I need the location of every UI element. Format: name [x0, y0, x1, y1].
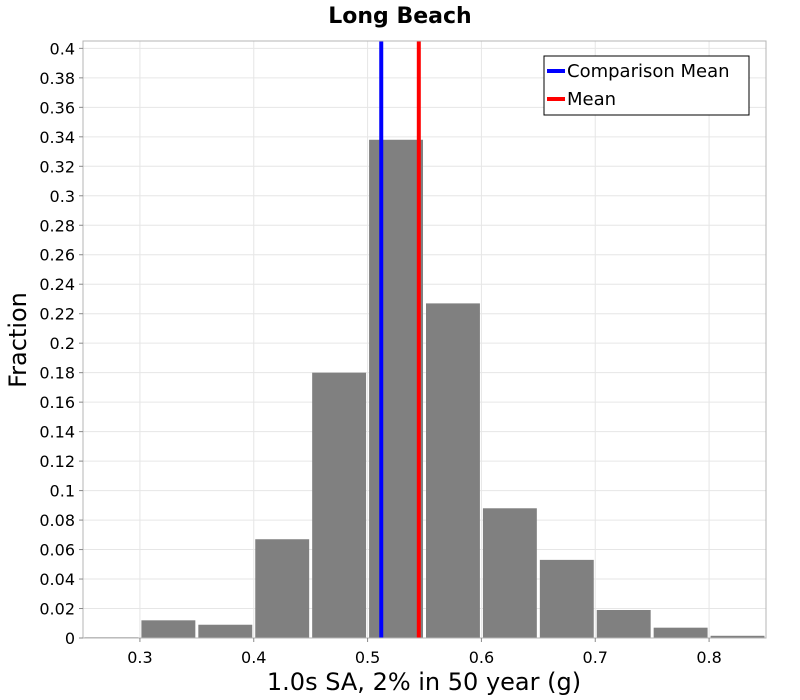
y-tick-label: 0.08 [39, 511, 75, 530]
x-tick-label: 0.3 [127, 648, 152, 667]
histogram-bar [312, 372, 367, 638]
histogram-bar [141, 620, 196, 638]
histogram-bar [369, 139, 423, 638]
plot-frame [82, 40, 767, 639]
histogram-bar [198, 624, 253, 638]
y-tick-label: 0.02 [39, 600, 75, 619]
y-tick-label: 0.34 [39, 128, 75, 147]
y-tick-label: 0.38 [39, 69, 75, 88]
grid-lines [83, 41, 766, 639]
y-tick-label: 0.28 [39, 216, 75, 235]
histogram-bar [710, 635, 765, 638]
x-axis-label: 1.0s SA, 2% in 50 year (g) [267, 668, 581, 696]
y-tick-label: 0.12 [39, 452, 75, 471]
histogram-bar [255, 539, 310, 638]
histogram-bar [426, 303, 480, 638]
chart-title: Long Beach [328, 4, 471, 29]
histogram-bars [84, 139, 765, 638]
y-tick-label: 0.2 [50, 334, 75, 353]
mean-lines [379, 41, 421, 638]
histogram-bar [482, 508, 537, 638]
y-tick-label: 0.1 [50, 482, 75, 501]
y-tick-label: 0.36 [39, 98, 75, 117]
y-tick-label: 0.06 [39, 541, 75, 560]
histogram-bar [653, 627, 708, 638]
y-tick-label: 0.24 [39, 275, 75, 294]
histogram-bar [539, 559, 594, 638]
legend-box [543, 55, 750, 116]
y-tick-label: 0.18 [39, 364, 75, 383]
x-tick-label: 0.7 [583, 648, 608, 667]
x-tick-label: 0.4 [241, 648, 266, 667]
y-axis-ticks: 0 0.02 0.04 0.06 0.08 0.1 0.12 0.14 0.16 0.18 0.2 0… [39, 39, 83, 648]
legend: Comparison Mean Mean [543, 55, 750, 116]
y-tick-label: 0.14 [39, 423, 75, 442]
y-tick-label: 0.22 [39, 305, 75, 324]
x-tick-label: 0.5 [355, 648, 380, 667]
x-tick-label: 0.8 [696, 648, 721, 667]
histogram-bar [596, 609, 651, 638]
y-tick-label: 0.04 [39, 570, 75, 589]
y-tick-label: 0.3 [50, 187, 75, 206]
y-tick-label: 0.32 [39, 157, 75, 176]
legend-label: Comparison Mean [567, 61, 730, 82]
y-tick-label: 0.4 [50, 39, 75, 58]
legend-label: Mean [567, 89, 616, 110]
x-tick-label: 0.6 [469, 648, 494, 667]
y-tick-label: 0 [65, 629, 75, 648]
y-tick-label: 0.16 [39, 393, 75, 412]
y-tick-label: 0.26 [39, 246, 75, 265]
x-axis-ticks: 0.3 0.4 0.5 0.6 0.7 0.8 [127, 638, 722, 667]
y-axis-label: Fraction [4, 292, 32, 388]
